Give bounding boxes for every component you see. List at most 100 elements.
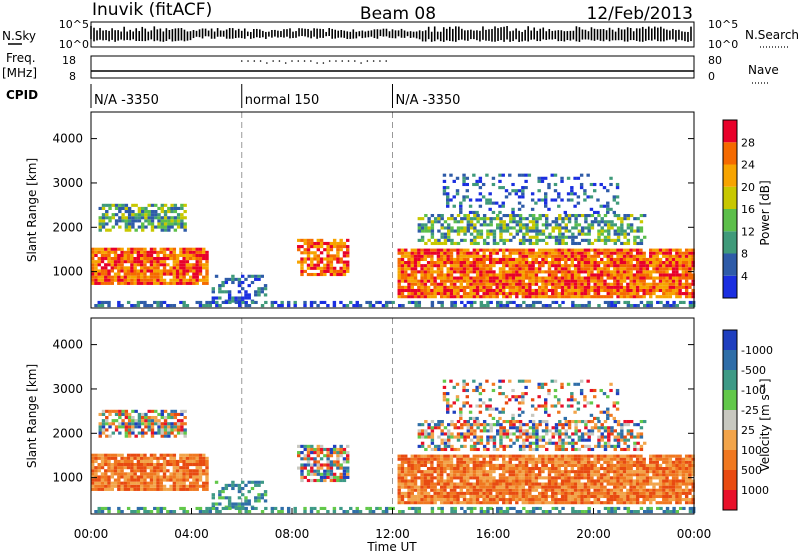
power-cell	[606, 207, 610, 211]
velocity-cell	[175, 459, 180, 464]
power-cell	[407, 257, 411, 261]
velocity-cell	[410, 460, 414, 464]
power-cell	[433, 264, 437, 268]
power-cell	[528, 235, 533, 239]
power-cell	[127, 222, 132, 226]
power-cell	[121, 216, 125, 220]
power-cell	[655, 276, 659, 280]
velocity-cell	[404, 454, 408, 458]
power-cell	[136, 281, 141, 285]
power-cell	[521, 260, 526, 265]
power-cell	[131, 203, 135, 207]
power-cell	[244, 277, 248, 281]
power-cell	[162, 269, 167, 273]
power-cell	[688, 260, 692, 265]
velocity-cell	[205, 475, 209, 479]
power-cell	[665, 304, 670, 308]
velocity-cell	[319, 451, 324, 455]
power-cell	[297, 238, 301, 242]
velocity-cell	[98, 425, 102, 429]
velocity-cell	[303, 447, 307, 452]
velocity-cell	[430, 454, 434, 458]
velocity-cell	[156, 484, 160, 488]
power-cell	[515, 260, 519, 265]
power-cell	[443, 238, 448, 242]
power-cell	[681, 251, 686, 255]
velocity-cell	[150, 416, 155, 420]
power-cell	[449, 288, 454, 293]
power-cell	[509, 213, 513, 218]
power-cell	[668, 267, 673, 271]
velocity-cell	[488, 498, 493, 502]
power-cell	[442, 173, 447, 177]
power-cell	[509, 300, 513, 305]
velocity-cell	[590, 463, 594, 467]
velocity-cell	[153, 463, 157, 467]
power-cell	[678, 251, 682, 255]
power-cell	[143, 275, 147, 279]
velocity-cell	[195, 472, 199, 476]
power-cell	[619, 270, 624, 274]
velocity-cell	[423, 498, 428, 502]
power-cell	[459, 288, 463, 293]
power-cell	[622, 292, 627, 296]
power-cell	[566, 176, 571, 180]
velocity-cell	[502, 488, 506, 492]
power-cell	[482, 267, 486, 271]
power-cell	[182, 250, 186, 254]
velocity-cell	[397, 479, 401, 483]
power-cell	[169, 281, 173, 285]
power-cell	[488, 198, 492, 202]
velocity-cell	[126, 459, 131, 464]
velocity-cell	[413, 501, 418, 505]
power-cell	[560, 288, 565, 293]
velocity-cell	[329, 454, 334, 458]
power-cell	[182, 253, 186, 258]
power-cell	[479, 260, 483, 265]
velocity-cell	[332, 460, 337, 464]
power-cell	[332, 304, 337, 308]
power-cell	[612, 195, 616, 199]
power-cell	[140, 228, 145, 232]
power-cell	[107, 269, 111, 273]
velocity-cell	[482, 491, 486, 495]
velocity-cell	[505, 485, 509, 489]
velocity-cell	[407, 494, 411, 499]
velocity-cell	[593, 494, 597, 499]
velocity-cell	[124, 422, 129, 426]
power-cell	[593, 276, 597, 280]
velocity-cell	[551, 460, 555, 464]
power-cell	[218, 287, 222, 291]
power-cell	[499, 235, 503, 239]
power-cell	[639, 282, 643, 286]
velocity-cell	[613, 473, 617, 477]
power-cell	[139, 272, 144, 276]
velocity-cell	[596, 479, 601, 483]
power-cell	[613, 248, 617, 252]
power-cell	[554, 276, 558, 280]
power-cell	[185, 281, 190, 285]
power-cell	[162, 272, 167, 276]
velocity-cell	[346, 469, 350, 473]
power-cell	[163, 228, 168, 232]
power-cell	[342, 260, 347, 264]
power-cell	[528, 304, 533, 308]
power-cell	[639, 288, 643, 293]
power-cell	[609, 288, 614, 293]
power-cell	[250, 274, 255, 278]
power-cell	[234, 277, 238, 281]
power-cell	[449, 285, 454, 289]
velocity-cell	[515, 491, 519, 495]
power-cell	[400, 254, 405, 258]
velocity-cell	[400, 479, 405, 483]
velocity-cell	[485, 494, 490, 499]
power-cell	[534, 273, 539, 277]
power-cell	[413, 288, 418, 293]
power-cell	[596, 260, 601, 265]
power-cell	[221, 290, 225, 294]
power-cell	[183, 216, 187, 220]
power-cell	[580, 213, 585, 218]
velocity-cell	[603, 488, 607, 492]
velocity-cell	[260, 480, 264, 484]
velocity-cell	[144, 419, 148, 423]
